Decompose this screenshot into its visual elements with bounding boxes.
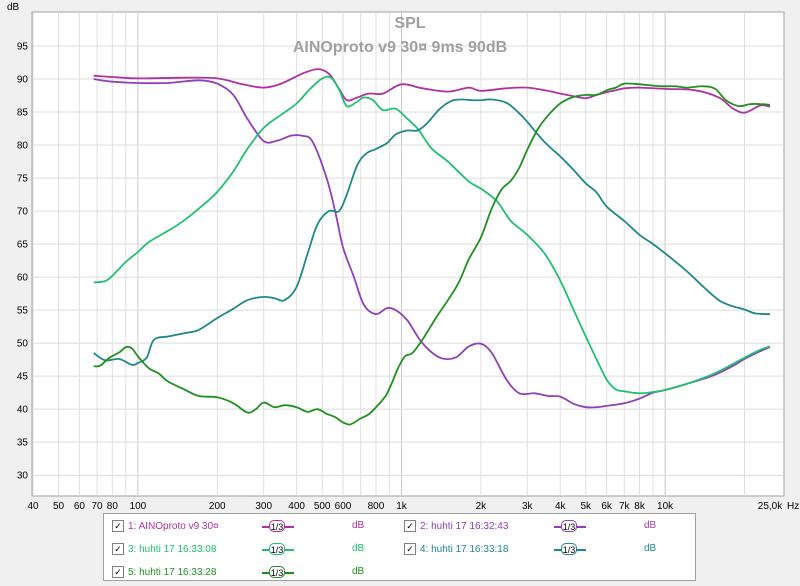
legend-label: 4: huhti 17 16:33:18	[420, 543, 509, 555]
y-tick-label: 85	[17, 108, 29, 119]
x-tick-label: 6k	[601, 501, 613, 512]
legend-checkbox[interactable]: ✓	[404, 543, 416, 555]
legend-item-1[interactable]: ✓ 1: AINOproto v9 30¤	[112, 519, 219, 533]
series-line-4	[93, 98, 771, 366]
y-tick-label: 45	[17, 372, 29, 383]
x-tick-label: 7k	[619, 501, 631, 512]
legend-unit: dB	[644, 520, 657, 531]
x-tick-label: 3k	[522, 501, 534, 512]
legend-checkbox[interactable]: ✓	[404, 520, 416, 532]
y-tick-label: 70	[17, 207, 29, 218]
x-tick-label: 300	[255, 501, 272, 512]
series-line-5	[93, 82, 771, 426]
x-tick-label: 800	[368, 501, 385, 512]
legend-unit: dB	[352, 566, 365, 577]
series-lines	[93, 68, 771, 426]
y-tick-label: 65	[17, 240, 29, 251]
series-line-3	[93, 75, 771, 395]
x-tick-label: 200	[209, 501, 226, 512]
x-tick-label: 25,0k	[758, 501, 783, 512]
x-tick-label: 60	[74, 501, 86, 512]
legend-checkbox[interactable]: ✓	[112, 566, 124, 578]
legend-unit: dB	[352, 543, 365, 554]
legend-smoothing-label: 1/3	[269, 566, 285, 578]
legend-checkbox[interactable]: ✓	[112, 543, 124, 555]
legend-unit: dB	[352, 520, 365, 531]
legend-smoothing-label: 1/3	[269, 543, 285, 555]
y-tick-label: 90	[17, 75, 29, 86]
y-tick-label: 95	[17, 42, 29, 53]
y-tick-label: 40	[17, 405, 29, 416]
legend-smoothing-label: 1/3	[269, 520, 285, 532]
x-tick-label: 500	[314, 501, 331, 512]
x-tick-label: 80	[107, 501, 119, 512]
y-tick-label: 50	[17, 339, 29, 350]
legend-label: 2: huhti 17 16:32:43	[420, 520, 509, 532]
x-tick-label: 1k	[396, 501, 408, 512]
x-tick-label: 2k	[476, 501, 488, 512]
legend-item-2[interactable]: ✓ 2: huhti 17 16:32:43	[404, 519, 508, 533]
series-line-2	[93, 78, 771, 409]
legend-smoothing-swatch[interactable]: 1/3	[554, 519, 586, 533]
y-tick-label: 75	[17, 174, 29, 185]
x-tick-label: 10k	[657, 501, 674, 512]
legend-label: 1: AINOproto v9 30¤	[128, 520, 219, 532]
legend-label: 3: huhti 17 16:33:08	[128, 543, 217, 555]
legend-unit: dB	[644, 543, 657, 554]
plot-area	[31, 11, 785, 497]
legend-item-5[interactable]: ✓ 5: huhti 17 16:33:28	[112, 565, 216, 579]
x-tick-label: 5k	[580, 501, 592, 512]
x-tick-label: 50	[53, 501, 65, 512]
legend-smoothing-swatch[interactable]: 1/3	[262, 519, 294, 533]
legend-item-3[interactable]: ✓ 3: huhti 17 16:33:08	[112, 542, 216, 556]
grid-lines	[32, 13, 783, 495]
x-tick-label: 70	[92, 501, 104, 512]
x-tick-label: 600	[335, 501, 352, 512]
legend-checkbox[interactable]: ✓	[112, 520, 124, 532]
legend-item-4[interactable]: ✓ 4: huhti 17 16:33:18	[404, 542, 508, 556]
y-tick-label: 80	[17, 141, 29, 152]
legend-smoothing-label: 1/3	[561, 543, 577, 555]
legend-label: 5: huhti 17 16:33:28	[128, 566, 217, 578]
x-tick-label: 40	[27, 501, 39, 512]
y-tick-label: 60	[17, 273, 29, 284]
x-tick-label: 400	[288, 501, 305, 512]
y-tick-label: 30	[17, 471, 29, 482]
x-tick-label: 4k	[555, 501, 567, 512]
legend-smoothing-label: 1/3	[561, 520, 577, 532]
legend-smoothing-swatch[interactable]: 1/3	[262, 565, 294, 579]
y-axis-label: dB	[7, 2, 20, 13]
chart-subtitle: AINOproto v9 30¤ 9ms 90dB	[293, 39, 507, 56]
legend-smoothing-swatch[interactable]: 1/3	[554, 542, 586, 556]
legend-smoothing-swatch[interactable]: 1/3	[262, 542, 294, 556]
x-tick-label: 100	[130, 501, 147, 512]
x-tick-label: 8k	[634, 501, 646, 512]
y-tick-label: 35	[17, 438, 29, 449]
y-tick-label: 55	[17, 306, 29, 317]
chart-legend: ✓ 1: AINOproto v9 30¤ 1/3 dB ✓ 2: huhti 17 16…	[103, 513, 696, 581]
x-axis-unit: Hz	[787, 501, 799, 512]
series-line-1	[93, 68, 771, 114]
chart-title: SPL	[394, 15, 425, 32]
